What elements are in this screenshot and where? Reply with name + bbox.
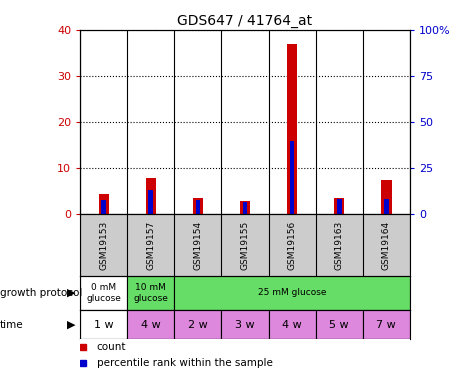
Text: 4 w: 4 w: [141, 320, 161, 330]
Text: time: time: [0, 320, 24, 330]
Text: 7 w: 7 w: [376, 320, 396, 330]
Text: growth protocol: growth protocol: [0, 288, 82, 298]
Bar: [384, 199, 389, 214]
Bar: [363, 310, 410, 339]
Bar: [174, 276, 410, 310]
Bar: [148, 190, 153, 214]
Bar: [101, 200, 106, 214]
Bar: [268, 310, 316, 339]
Text: 25 mM glucose: 25 mM glucose: [258, 288, 327, 297]
Bar: [98, 194, 109, 214]
Text: 0 mM
glucose: 0 mM glucose: [86, 283, 121, 303]
Bar: [287, 44, 297, 214]
Bar: [127, 276, 174, 310]
Bar: [290, 141, 294, 214]
Bar: [222, 310, 268, 339]
Text: 2 w: 2 w: [188, 320, 208, 330]
Text: count: count: [97, 342, 126, 352]
Text: 10 mM
glucose: 10 mM glucose: [133, 283, 168, 303]
Title: GDS647 / 41764_at: GDS647 / 41764_at: [177, 13, 313, 28]
Text: GSM19157: GSM19157: [146, 220, 155, 270]
Bar: [193, 198, 203, 214]
Bar: [174, 310, 222, 339]
Bar: [337, 199, 342, 214]
Bar: [334, 198, 344, 214]
Bar: [196, 200, 200, 214]
Text: 4 w: 4 w: [282, 320, 302, 330]
Bar: [240, 201, 250, 214]
Bar: [243, 201, 247, 214]
Bar: [80, 310, 127, 339]
Bar: [316, 310, 363, 339]
Text: percentile rank within the sample: percentile rank within the sample: [97, 358, 273, 368]
Text: GSM19153: GSM19153: [99, 220, 108, 270]
Text: GSM19163: GSM19163: [335, 220, 344, 270]
Text: 1 w: 1 w: [94, 320, 114, 330]
Text: GSM19164: GSM19164: [382, 220, 391, 270]
Bar: [381, 180, 392, 214]
Bar: [146, 178, 156, 214]
Text: ▶: ▶: [67, 288, 75, 298]
Text: 5 w: 5 w: [329, 320, 349, 330]
Text: GSM19156: GSM19156: [288, 220, 297, 270]
Text: 3 w: 3 w: [235, 320, 255, 330]
Bar: [127, 310, 174, 339]
Text: GSM19154: GSM19154: [193, 220, 202, 270]
Text: GSM19155: GSM19155: [240, 220, 250, 270]
Text: ▶: ▶: [67, 320, 75, 330]
Bar: [80, 276, 127, 310]
